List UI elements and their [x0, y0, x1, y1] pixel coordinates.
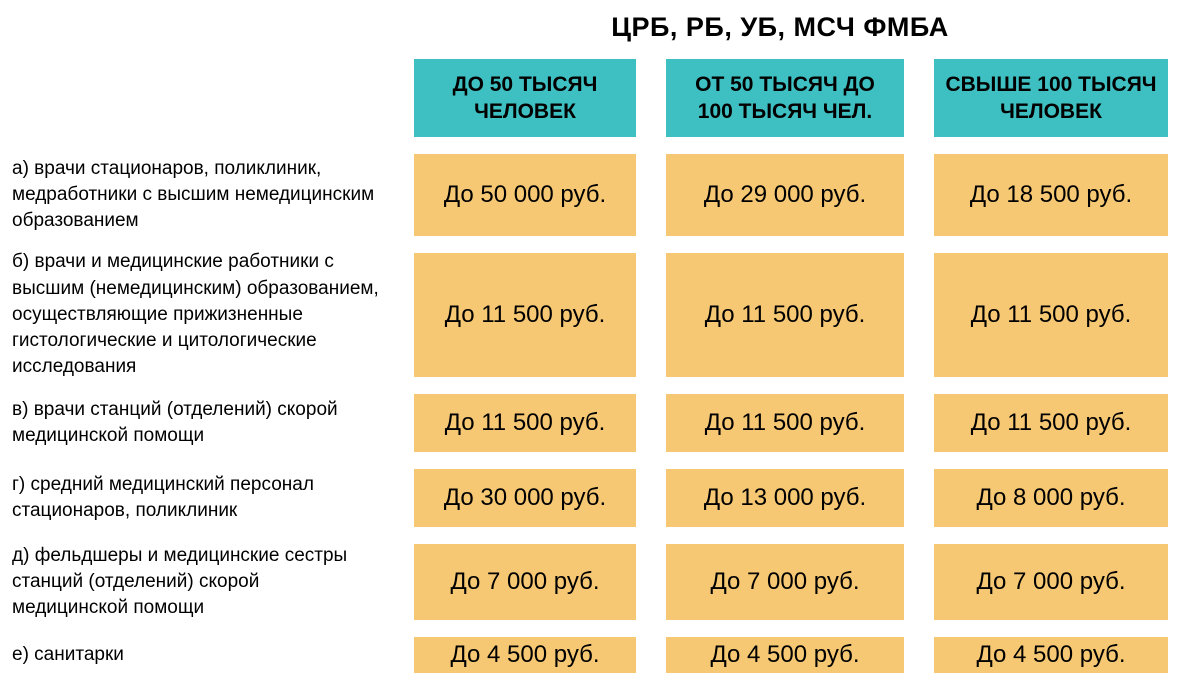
- page-title: ЦРБ, РБ, УБ, МСЧ ФМБА: [611, 12, 949, 42]
- table-cell: До 8 000 руб.: [934, 469, 1168, 527]
- table-cell: До 13 000 руб.: [666, 469, 904, 527]
- table-cell: До 50 000 руб.: [414, 154, 636, 236]
- table-cell: До 11 500 руб.: [934, 253, 1168, 377]
- column-header-under-50k: ДО 50 ТЫСЯЧ ЧЕЛОВЕК: [414, 59, 636, 137]
- table-cell: До 11 500 руб.: [934, 394, 1168, 452]
- salary-table: ДО 50 ТЫСЯЧ ЧЕЛОВЕК ОТ 50 ТЫСЯЧ ДО 100 Т…: [12, 59, 1200, 673]
- row-label: а) врачи стационаров, поликлиник, медраб…: [12, 157, 375, 232]
- table-cell: До 11 500 руб.: [414, 253, 636, 377]
- row-label: е) санитарки: [12, 643, 124, 665]
- table-cell: До 30 000 руб.: [414, 469, 636, 527]
- row-label: в) врачи станций (отделений) скорой меди…: [12, 398, 338, 446]
- table-cell: До 7 000 руб.: [934, 544, 1168, 620]
- corner-spacer: [12, 59, 384, 137]
- row-label: б) врачи и медицинские работники с высши…: [12, 251, 379, 378]
- table-cell: До 4 500 руб.: [666, 637, 904, 673]
- column-header-over-100k: СВЫШЕ 100 ТЫСЯЧ ЧЕЛОВЕК: [934, 59, 1168, 137]
- salary-table-slide: ЦРБ, РБ, УБ, МСЧ ФМБА ДО 50 ТЫСЯЧ ЧЕЛОВЕ…: [0, 12, 1200, 687]
- column-header-50k-100k: ОТ 50 ТЫСЯЧ ДО 100 ТЫСЯЧ ЧЕЛ.: [666, 59, 904, 137]
- table-cell: До 7 000 руб.: [666, 544, 904, 620]
- table-cell: До 11 500 руб.: [666, 394, 904, 452]
- table-cell: До 18 500 руб.: [934, 154, 1168, 236]
- table-cell: До 11 500 руб.: [414, 394, 636, 452]
- table-cell: До 7 000 руб.: [414, 544, 636, 620]
- table-cell: До 29 000 руб.: [666, 154, 904, 236]
- table-cell: До 11 500 руб.: [666, 253, 904, 377]
- row-label: г) средний медицинский персонал стациона…: [12, 473, 314, 521]
- row-label: д) фельдшеры и медицинские сестры станци…: [12, 544, 348, 619]
- table-cell: До 4 500 руб.: [934, 637, 1168, 673]
- table-cell: До 4 500 руб.: [414, 637, 636, 673]
